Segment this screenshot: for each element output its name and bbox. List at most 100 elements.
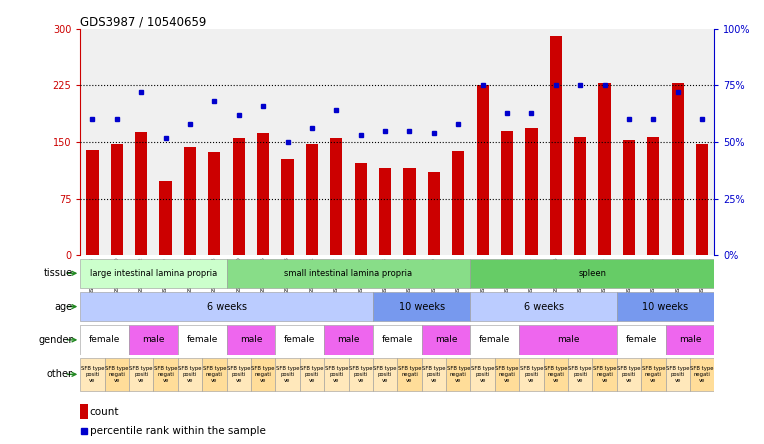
Text: male: male: [557, 335, 579, 345]
Bar: [544, 357, 568, 391]
Text: SFB type
positi
ve: SFB type positi ve: [276, 366, 299, 383]
Text: SFB type
negati
ve: SFB type negati ve: [105, 366, 128, 383]
Bar: [446, 357, 471, 391]
Text: SFB type
negati
ve: SFB type negati ve: [446, 366, 470, 383]
Bar: [251, 357, 275, 391]
Bar: [135, 132, 147, 255]
Bar: [428, 172, 440, 255]
Text: SFB type
positi
ve: SFB type positi ve: [81, 366, 104, 383]
Bar: [617, 325, 665, 355]
Bar: [422, 325, 471, 355]
Bar: [471, 292, 617, 321]
Bar: [178, 325, 227, 355]
Bar: [160, 181, 172, 255]
Text: SFB type
positi
ve: SFB type positi ve: [227, 366, 251, 383]
Text: GDS3987 / 10540659: GDS3987 / 10540659: [80, 16, 206, 28]
Bar: [574, 137, 586, 255]
Bar: [471, 357, 495, 391]
Bar: [86, 150, 99, 255]
Text: female: female: [186, 335, 218, 345]
Bar: [550, 36, 562, 255]
Bar: [696, 143, 708, 255]
Bar: [477, 85, 489, 255]
Text: female: female: [479, 335, 510, 345]
Bar: [617, 357, 641, 391]
Text: SFB type
negati
ve: SFB type negati ve: [691, 366, 714, 383]
Bar: [330, 138, 342, 255]
Bar: [526, 128, 538, 255]
Text: SFB type
positi
ve: SFB type positi ve: [374, 366, 397, 383]
Bar: [324, 357, 348, 391]
Text: male: male: [240, 335, 262, 345]
Bar: [690, 357, 714, 391]
Bar: [184, 147, 196, 255]
Bar: [403, 168, 416, 255]
Text: gender: gender: [38, 335, 73, 345]
Text: male: male: [435, 335, 458, 345]
Bar: [80, 404, 88, 419]
Bar: [80, 325, 129, 355]
Text: SFB type
positi
ve: SFB type positi ve: [666, 366, 689, 383]
Text: large intestinal lamina propria: large intestinal lamina propria: [89, 269, 217, 278]
Text: 10 weeks: 10 weeks: [643, 301, 688, 312]
Bar: [495, 357, 520, 391]
Text: SFB type
negati
ve: SFB type negati ve: [202, 366, 226, 383]
Text: 6 weeks: 6 weeks: [206, 301, 247, 312]
Text: small intestinal lamina propria: small intestinal lamina propria: [284, 269, 413, 278]
Bar: [471, 325, 520, 355]
Text: SFB type
positi
ve: SFB type positi ve: [617, 366, 641, 383]
Bar: [647, 137, 659, 255]
Bar: [227, 325, 275, 355]
Text: tissue: tissue: [44, 268, 73, 278]
Bar: [227, 357, 251, 391]
Bar: [641, 357, 665, 391]
Bar: [257, 133, 269, 255]
Text: SFB type
negati
ve: SFB type negati ve: [544, 366, 568, 383]
Text: SFB type
positi
ve: SFB type positi ve: [129, 366, 153, 383]
Text: percentile rank within the sample: percentile rank within the sample: [90, 426, 266, 436]
Bar: [129, 357, 154, 391]
Text: SFB type
negati
ve: SFB type negati ve: [495, 366, 519, 383]
Bar: [324, 325, 373, 355]
Text: female: female: [626, 335, 657, 345]
Text: SFB type
positi
ve: SFB type positi ve: [325, 366, 348, 383]
Text: spleen: spleen: [578, 269, 607, 278]
Bar: [80, 258, 227, 288]
Text: SFB type
positi
ve: SFB type positi ve: [300, 366, 324, 383]
Bar: [568, 357, 592, 391]
Bar: [275, 357, 299, 391]
Text: 6 weeks: 6 weeks: [523, 301, 564, 312]
Bar: [348, 357, 373, 391]
Bar: [281, 159, 293, 255]
Text: SFB type
negati
ve: SFB type negati ve: [642, 366, 665, 383]
Bar: [373, 357, 397, 391]
Bar: [672, 83, 684, 255]
Text: male: male: [678, 335, 701, 345]
Bar: [598, 83, 610, 255]
Bar: [665, 325, 714, 355]
Text: age: age: [54, 301, 73, 312]
Text: male: male: [142, 335, 164, 345]
Text: female: female: [284, 335, 316, 345]
Bar: [592, 357, 617, 391]
Text: SFB type
positi
ve: SFB type positi ve: [520, 366, 543, 383]
Bar: [422, 357, 446, 391]
Bar: [520, 325, 617, 355]
Text: SFB type
positi
ve: SFB type positi ve: [178, 366, 202, 383]
Bar: [202, 357, 227, 391]
Bar: [105, 357, 129, 391]
Text: other: other: [47, 369, 73, 379]
Text: SFB type
positi
ve: SFB type positi ve: [422, 366, 445, 383]
Bar: [209, 152, 221, 255]
Text: SFB type
negati
ve: SFB type negati ve: [398, 366, 421, 383]
Bar: [275, 325, 324, 355]
Text: female: female: [381, 335, 413, 345]
Bar: [623, 140, 635, 255]
Bar: [379, 168, 391, 255]
Bar: [80, 357, 105, 391]
Bar: [471, 258, 714, 288]
Bar: [397, 357, 422, 391]
Text: SFB type
negati
ve: SFB type negati ve: [154, 366, 177, 383]
Bar: [227, 258, 471, 288]
Text: SFB type
negati
ve: SFB type negati ve: [593, 366, 617, 383]
